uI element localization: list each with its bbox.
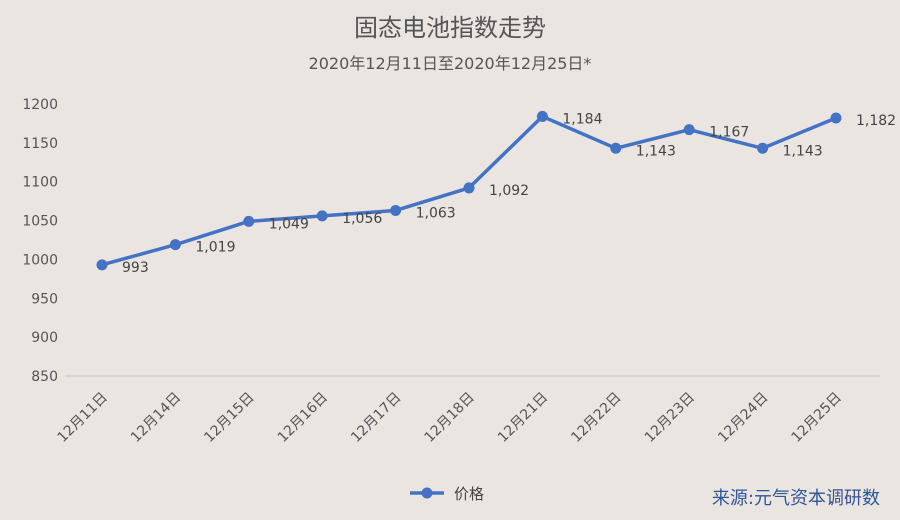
data-point <box>243 215 255 227</box>
data-label: 1,167 <box>709 125 749 141</box>
x-tick-label: 12月25日 <box>789 390 845 446</box>
x-tick-label: 12月14日 <box>128 390 184 446</box>
x-tick-label: 12月18日 <box>422 390 478 446</box>
data-point <box>610 142 622 154</box>
data-point <box>683 124 695 136</box>
data-point <box>536 110 548 122</box>
y-tick-label: 950 <box>31 291 58 307</box>
source-note: 来源:元气资本调研数 <box>711 488 880 509</box>
data-label: 1,143 <box>783 143 823 159</box>
y-tick-label: 1100 <box>22 175 58 191</box>
x-tick-label: 12月21日 <box>495 390 551 446</box>
data-label: 1,019 <box>195 240 235 256</box>
x-tick-label: 12月23日 <box>642 390 698 446</box>
x-tick-label: 12月17日 <box>348 390 404 446</box>
data-point <box>316 210 328 222</box>
chart-title: 固态电池指数走势 <box>354 14 546 42</box>
data-point <box>169 239 181 251</box>
data-label: 993 <box>122 260 149 276</box>
legend-label: 价格 <box>454 485 484 503</box>
x-tick-label: 12月24日 <box>715 390 771 446</box>
y-tick-label: 1150 <box>22 136 58 152</box>
data-label: 1,056 <box>342 211 382 227</box>
y-tick-label: 900 <box>31 330 58 346</box>
y-tick-label: 1050 <box>22 214 58 230</box>
data-label: 1,184 <box>562 111 602 127</box>
chart-subtitle: 2020年12月11日至2020年12月25日* <box>308 54 592 73</box>
data-label: 1,063 <box>416 205 456 221</box>
data-label: 1,049 <box>269 216 309 232</box>
data-point <box>830 112 842 124</box>
data-point <box>463 182 475 194</box>
legend-marker <box>421 487 433 499</box>
x-tick-label: 12月15日 <box>201 390 257 446</box>
y-tick-label: 1200 <box>22 97 58 113</box>
x-tick-label: 12月16日 <box>275 390 331 446</box>
y-tick-label: 1000 <box>22 252 58 268</box>
data-point <box>96 259 108 271</box>
data-point <box>757 142 769 154</box>
data-label: 1,182 <box>856 113 896 129</box>
data-point <box>390 204 402 216</box>
x-tick-label: 12月11日 <box>55 390 111 446</box>
data-label: 1,092 <box>489 183 529 199</box>
x-tick-label: 12月22日 <box>568 390 624 446</box>
data-label: 1,143 <box>636 143 676 159</box>
y-tick-label: 850 <box>31 369 58 385</box>
